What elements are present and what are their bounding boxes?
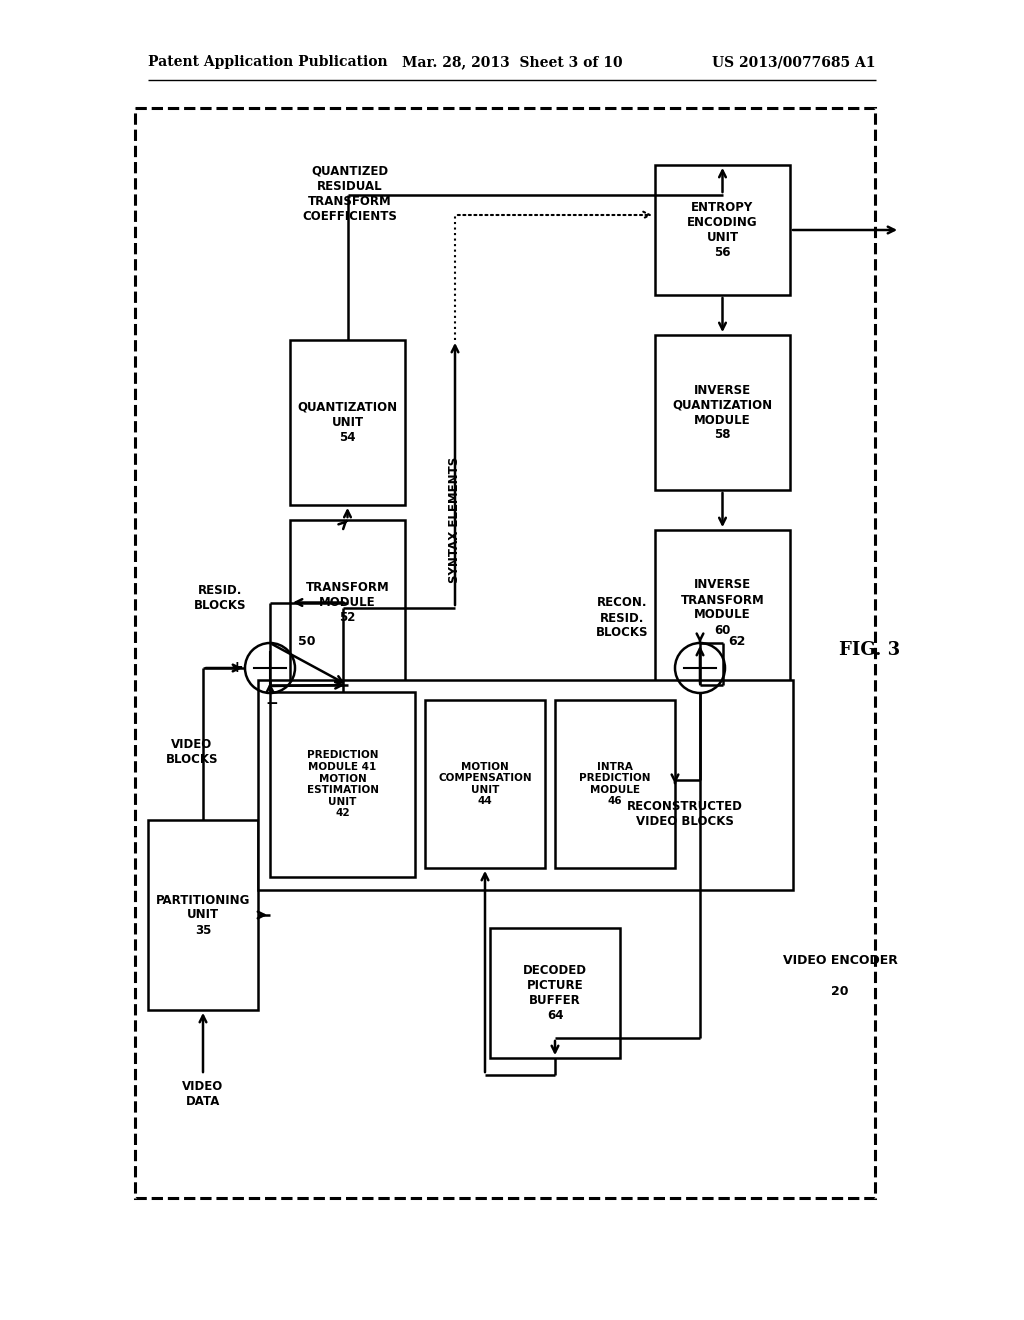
Bar [148,820,258,1010]
Text: QUANTIZATION
UNIT
54: QUANTIZATION UNIT 54 [297,401,397,444]
Text: VIDEO
DATA: VIDEO DATA [182,1080,223,1107]
Text: FIG. 3: FIG. 3 [840,642,900,659]
Bar [555,700,675,869]
Text: VIDEO ENCODER: VIDEO ENCODER [782,953,897,966]
Text: MOTION
COMPENSATION
UNIT
44: MOTION COMPENSATION UNIT 44 [438,762,531,807]
Bar [290,520,406,685]
Text: QUANTIZED
RESIDUAL
TRANSFORM
COEFFICIENTS: QUANTIZED RESIDUAL TRANSFORM COEFFICIENT… [302,165,397,223]
Bar [425,700,545,869]
Text: PREDICTION
MODULE 41
MOTION
ESTIMATION
UNIT
42: PREDICTION MODULE 41 MOTION ESTIMATION U… [306,751,379,818]
Text: VIDEO
BLOCKS: VIDEO BLOCKS [166,738,218,766]
Text: RESID.
BLOCKS: RESID. BLOCKS [194,583,246,612]
Bar [655,335,790,490]
Text: Mar. 28, 2013  Sheet 3 of 10: Mar. 28, 2013 Sheet 3 of 10 [401,55,623,69]
Text: DECODED
PICTURE
BUFFER
64: DECODED PICTURE BUFFER 64 [523,964,587,1022]
Text: INTRA
PREDICTION
MODULE
46: INTRA PREDICTION MODULE 46 [580,762,650,807]
Bar [135,108,874,1199]
Text: 20: 20 [831,985,849,998]
Text: INVERSE
TRANSFORM
MODULE
60: INVERSE TRANSFORM MODULE 60 [681,578,764,636]
Text: ENTROPY
ENCODING
UNIT
56: ENTROPY ENCODING UNIT 56 [687,201,758,259]
Bar [655,165,790,294]
Text: PARTITIONING
UNIT
35: PARTITIONING UNIT 35 [156,894,250,936]
Text: TRANSFORM
MODULE
52: TRANSFORM MODULE 52 [305,581,389,624]
Text: −: − [265,696,279,710]
Bar [290,341,406,506]
Bar [655,531,790,685]
Text: 50: 50 [298,635,315,648]
Text: 62: 62 [728,635,745,648]
Bar [490,928,620,1059]
Text: US 2013/0077685 A1: US 2013/0077685 A1 [713,55,876,69]
Bar [258,680,793,890]
Text: +: + [230,660,244,676]
Text: SYNTAX ELEMENTS: SYNTAX ELEMENTS [449,457,462,583]
Text: Patent Application Publication: Patent Application Publication [148,55,388,69]
Text: RECON.
RESID.
BLOCKS: RECON. RESID. BLOCKS [596,597,648,639]
Bar [270,692,415,876]
Text: INVERSE
QUANTIZATION
MODULE
58: INVERSE QUANTIZATION MODULE 58 [673,384,772,441]
Text: RECONSTRUCTED
VIDEO BLOCKS: RECONSTRUCTED VIDEO BLOCKS [627,800,743,828]
